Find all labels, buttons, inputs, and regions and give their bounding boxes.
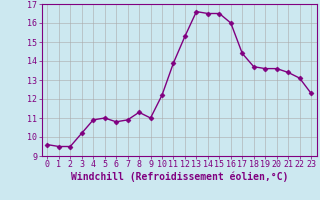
- X-axis label: Windchill (Refroidissement éolien,°C): Windchill (Refroidissement éolien,°C): [70, 172, 288, 182]
